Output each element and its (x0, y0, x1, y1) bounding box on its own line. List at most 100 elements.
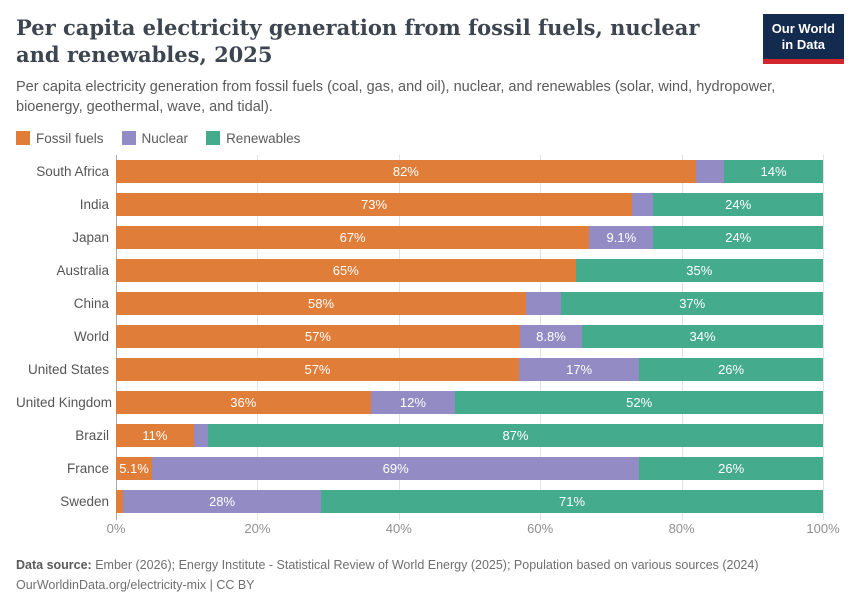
bar-segment-renewables[interactable]: 52% (455, 390, 823, 414)
bar-value-label: 26% (718, 460, 745, 476)
bar-segment-nuclear[interactable] (632, 192, 654, 216)
bar-track: 67% 9.1% 24% (116, 225, 823, 249)
bar-value-label: 11% (142, 427, 168, 443)
bar-segment-fossil-fuels[interactable]: 67% (116, 225, 590, 249)
legend-item-fossil-fuels[interactable]: Fossil fuels (16, 131, 104, 146)
bar-segment-nuclear[interactable] (193, 423, 208, 447)
owid-logo[interactable]: Our World in Data (762, 14, 844, 64)
bar-track: 57% 8.8% 34% (116, 324, 823, 348)
bar-segment-fossil-fuels[interactable]: 36% (116, 390, 371, 414)
legend: Fossil fuels Nuclear Renewables (16, 130, 834, 147)
chart-rows: South Africa 82% 14% India 73% 24% Japan 67% 9.1… (16, 159, 834, 513)
footer-link[interactable]: OurWorldinData.org/electricity-mix (16, 578, 207, 593)
chart-row: World 57% 8.8% 34% (16, 324, 834, 348)
chart-row: United States 57% 17% 26% (16, 357, 834, 381)
bar-segment-fossil-fuels[interactable]: 11% (116, 423, 194, 447)
bar-value-label: 57% (304, 328, 331, 344)
bar-segment-nuclear[interactable]: 69% (152, 456, 640, 480)
chart-row: Australia 65% 35% (16, 258, 834, 282)
bar-segment-fossil-fuels[interactable]: 57% (116, 324, 520, 348)
bar-value-label: 37% (679, 295, 706, 311)
legend-label: Fossil fuels (36, 130, 104, 146)
bar-value-label: 17% (566, 361, 593, 377)
bar-segment-renewables[interactable]: 26% (639, 357, 823, 381)
bar-segment-fossil-fuels[interactable]: 58% (116, 291, 527, 315)
bar-track: 82% 14% (116, 159, 823, 183)
footer-separator: | (206, 578, 217, 593)
bar-segment-renewables[interactable]: 87% (207, 423, 823, 447)
bar-track: 11% 87% (116, 423, 823, 447)
bar-segment-fossil-fuels[interactable]: 82% (116, 159, 696, 183)
category-label: South Africa (36, 163, 109, 179)
bar-segment-renewables[interactable]: 24% (653, 192, 823, 216)
bar-segment-renewables[interactable]: 37% (561, 291, 823, 315)
chart-row: South Africa 82% 14% (16, 159, 834, 183)
bar-value-label: 14% (760, 163, 787, 179)
bar-segment-renewables[interactable]: 34% (582, 324, 823, 348)
category-label: China (73, 295, 109, 311)
bar-track: 28% 71% (116, 489, 823, 513)
bar-segment-fossil-fuels[interactable]: 65% (116, 258, 576, 282)
chart-row: China 58% 37% (16, 291, 834, 315)
bar-segment-renewables[interactable]: 35% (575, 258, 823, 282)
bar-segment-nuclear[interactable]: 28% (123, 489, 322, 513)
bar-segment-fossil-fuels[interactable] (116, 489, 124, 513)
category-label: France (66, 460, 109, 476)
category-label: Sweden (60, 493, 109, 509)
x-tick-label: 100% (806, 520, 840, 536)
bar-track: 65% 35% (116, 258, 823, 282)
category-label: United Kingdom (16, 394, 113, 410)
bar-segment-renewables[interactable]: 24% (653, 225, 823, 249)
bar-value-label: 26% (718, 361, 745, 377)
category-label: Brazil (75, 427, 109, 443)
bar-segment-renewables[interactable]: 26% (639, 456, 823, 480)
bar-value-label: 67% (339, 229, 366, 245)
bar-segment-nuclear[interactable]: 8.8% (519, 324, 583, 348)
bar-segment-nuclear[interactable]: 12% (370, 390, 456, 414)
bar-segment-nuclear[interactable] (695, 159, 725, 183)
x-tick-label: 40% (385, 520, 412, 536)
bar-segment-fossil-fuels[interactable]: 57% (116, 357, 519, 381)
bar-segment-fossil-fuels[interactable]: 73% (116, 192, 633, 216)
x-tick-label: 20% (244, 520, 271, 536)
bar-segment-fossil-fuels[interactable]: 5.1% (116, 456, 153, 480)
bar-value-label: 8.8% (536, 328, 566, 344)
bar-segment-nuclear[interactable] (526, 291, 562, 315)
chart-subtitle: Per capita electricity generation from f… (16, 78, 776, 115)
bar-segment-nuclear[interactable]: 9.1% (589, 225, 654, 249)
category-label: India (79, 196, 109, 212)
bar-value-label: 24% (725, 229, 752, 245)
bar-value-label: 24% (725, 196, 752, 212)
category-label: Japan (72, 229, 109, 245)
bar-value-label: 58% (308, 295, 335, 311)
chart-row: India 73% 24% (16, 192, 834, 216)
bar-value-label: 52% (626, 394, 653, 410)
gridline (823, 154, 824, 520)
license-text: CC BY (216, 578, 255, 593)
legend-label: Nuclear (141, 130, 189, 146)
bar-track: 5.1% 69% 26% (116, 456, 823, 480)
bar-value-label: 28% (209, 493, 236, 509)
bar-value-label: 82% (392, 163, 419, 179)
chart-title: Per capita electricity generation from f… (16, 15, 700, 68)
bar-segment-renewables[interactable]: 14% (724, 159, 823, 183)
bar-track: 36% 12% 52% (116, 390, 823, 414)
bar-track: 73% 24% (116, 192, 823, 216)
category-label: Australia (56, 262, 109, 278)
bar-segment-renewables[interactable]: 71% (321, 489, 823, 513)
legend-swatch-fossil-fuels (16, 131, 30, 146)
bar-segment-nuclear[interactable]: 17% (518, 357, 640, 381)
owid-logo-line1: Our World (771, 21, 835, 36)
legend-item-renewables[interactable]: Renewables (206, 131, 300, 146)
legend-item-nuclear[interactable]: Nuclear (121, 130, 189, 146)
data-source-text: Ember (2026); Energy Institute - Statist… (91, 557, 759, 572)
chart-row: United Kingdom 36% 12% 52% (16, 390, 834, 414)
bar-value-label: 9.1% (606, 229, 637, 245)
x-tick-label: 60% (527, 520, 554, 536)
bar-value-label: 65% (332, 262, 359, 278)
x-tick-label: 0% (106, 520, 126, 536)
header: Per capita electricity generation from f… (16, 14, 834, 117)
bar-value-label: 36% (230, 394, 257, 410)
category-label: United States (27, 361, 109, 377)
